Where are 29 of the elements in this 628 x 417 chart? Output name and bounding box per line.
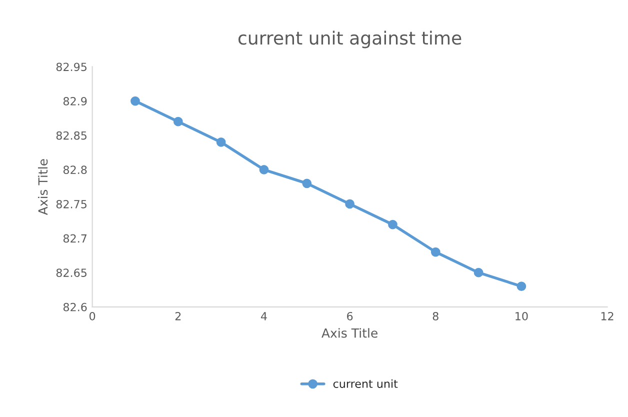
y-axis-title: Axis Title [38, 159, 48, 216]
x-tick-label: 6 [347, 312, 353, 320]
point [259, 164, 269, 174]
chart-title: current unit against time [238, 30, 462, 48]
point [345, 199, 354, 209]
point [430, 247, 440, 257]
y-tick-label: 82.85 [56, 131, 86, 140]
y-tick-label: 82.65 [56, 268, 86, 277]
y-tick-label: 82.6 [63, 302, 87, 312]
y-tick-label: 82.7 [63, 234, 87, 243]
y-tick-label: 82.9 [63, 97, 87, 106]
legend-label: current unit [333, 379, 398, 388]
x-tick-label: 0 [90, 312, 96, 320]
x-axis-title: Axis Title [322, 328, 378, 338]
point [173, 116, 183, 126]
x-tick-label: 10 [516, 312, 528, 320]
y-tick-label: 82.95 [56, 62, 86, 72]
point [474, 268, 484, 278]
point [516, 282, 526, 292]
point [130, 96, 140, 106]
y-tick-label: 82.8 [63, 166, 87, 174]
point [388, 220, 398, 230]
x-tick-label: 4 [260, 312, 267, 320]
y-tick-label: 82.75 [56, 200, 86, 208]
x-tick-label: 2 [175, 312, 181, 320]
point [302, 178, 312, 188]
x-tick-label: 8 [432, 312, 438, 320]
point [216, 138, 226, 147]
x-tick-label: 12 [601, 312, 614, 320]
